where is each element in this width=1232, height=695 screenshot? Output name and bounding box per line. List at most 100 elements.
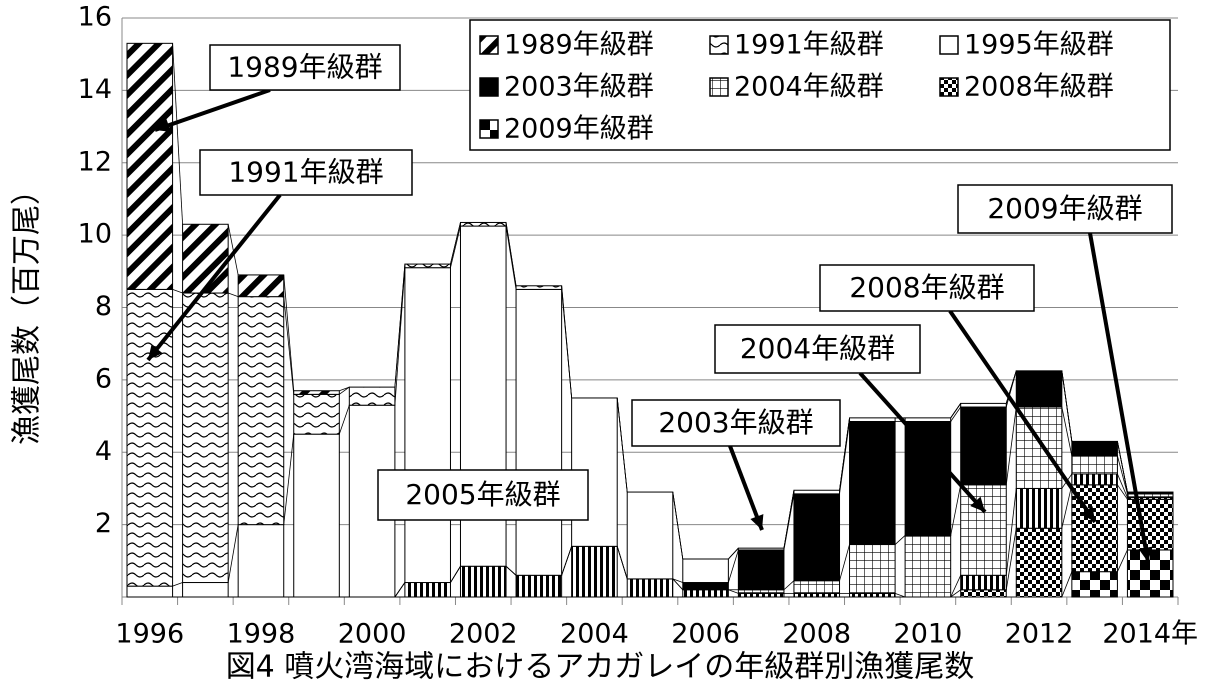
connector [1117, 549, 1128, 572]
connector [450, 225, 461, 268]
bar-segment [126, 42, 174, 290]
y-tick-label: 2 [95, 508, 112, 539]
annotation-arrowhead [750, 514, 764, 530]
x-tick-label: 2014年 [1102, 619, 1198, 650]
legend-label: 1995年級群 [964, 30, 1114, 61]
annotation-box [819, 264, 1035, 312]
bar-segment [1126, 549, 1174, 598]
connector [1117, 441, 1128, 493]
bar-segment [682, 582, 729, 591]
connector [672, 578, 683, 583]
connector [950, 484, 962, 536]
connector [1005, 528, 1017, 590]
bar-segment [459, 221, 507, 227]
bar-segment [849, 592, 896, 598]
annotation-arrow [146, 193, 282, 362]
annotation-box [957, 184, 1173, 234]
bar-segment [960, 406, 1007, 486]
bar-segment [571, 545, 618, 598]
x-tick-label: 2010 [894, 619, 963, 650]
annotation-arrowhead [148, 344, 163, 360]
y-tick-label: 10 [78, 219, 112, 250]
legend-label: 1989年級群 [504, 30, 654, 61]
annotation: 2004年級群 [740, 332, 895, 365]
connector [950, 589, 961, 598]
bar-segment [515, 288, 563, 576]
annotation-arrow [154, 88, 271, 132]
connector [1061, 484, 1073, 529]
connector [728, 547, 739, 560]
connector [1117, 473, 1128, 498]
connector [783, 580, 795, 591]
connector [727, 549, 739, 583]
connector [338, 405, 350, 435]
legend-swatch [709, 77, 729, 97]
bar-segment [904, 417, 952, 422]
bar-segment [737, 549, 785, 591]
bar-segment [182, 223, 229, 294]
annotation-arrow [1088, 232, 1150, 563]
connector [728, 589, 739, 594]
connector [950, 575, 962, 598]
bar-segment [793, 592, 841, 598]
connector [228, 292, 239, 298]
bar-segment [793, 580, 841, 594]
bar-segment [1015, 527, 1063, 598]
annotation-arrowhead [1138, 546, 1153, 562]
legend-swatch [939, 77, 959, 97]
connector [1061, 571, 1073, 598]
annotation-box [199, 149, 413, 196]
connector [839, 544, 850, 581]
bar-segment [626, 491, 674, 580]
connector [394, 267, 406, 406]
annotation: 2005年級群 [405, 478, 560, 511]
legend-label: 2008年級群 [964, 72, 1114, 103]
bar-segment [237, 274, 285, 298]
legend-swatch [939, 35, 959, 55]
annotation: 2009年級群 [987, 192, 1142, 225]
bar-segment [404, 267, 451, 584]
chart-title: 図4 噴火湾海域におけるアカガレイの年級群別漁獲尾数 [226, 650, 975, 685]
connector [505, 222, 517, 286]
bar-segment [682, 589, 729, 598]
bar-segment [404, 263, 451, 269]
y-tick-label: 6 [95, 363, 112, 394]
bar-segment [404, 582, 451, 598]
y-tick-label: 14 [78, 74, 112, 105]
annotation-arrowhead [1081, 506, 1095, 522]
bar-segment [849, 544, 896, 594]
connector [394, 582, 406, 598]
connector [339, 386, 350, 392]
bar-segment [348, 386, 396, 406]
legend-swatch [709, 35, 729, 55]
connector [1061, 370, 1073, 442]
bar-segment [960, 484, 1007, 576]
annotation: 2008年級群 [849, 271, 1004, 304]
annotation-box [714, 324, 921, 374]
bar-segment [904, 420, 952, 536]
bar-segment [737, 547, 785, 551]
x-tick-label: 2000 [338, 619, 407, 650]
connector [894, 535, 906, 545]
bar-segment [960, 574, 1007, 591]
annotation-arrowhead [970, 496, 985, 512]
connector [283, 434, 295, 525]
bar-segment [126, 288, 174, 587]
bar-segment [1126, 498, 1174, 551]
bar-segment [1071, 440, 1118, 457]
legend-swatch [479, 119, 499, 139]
bar-segment [515, 285, 563, 290]
x-tick-label: 2008 [782, 619, 851, 650]
connector [672, 578, 684, 591]
connector [283, 296, 295, 395]
x-tick-label: 2002 [449, 619, 518, 650]
y-tick-label: 4 [95, 436, 112, 467]
annotation-box [631, 399, 841, 447]
annotation-arrow [728, 445, 764, 531]
bar-segment [293, 390, 340, 395]
connector [839, 417, 850, 491]
annotation: 2003年級群 [658, 406, 813, 439]
bar-segment [1071, 571, 1118, 598]
connector [950, 406, 962, 422]
bar-segment [793, 489, 841, 495]
